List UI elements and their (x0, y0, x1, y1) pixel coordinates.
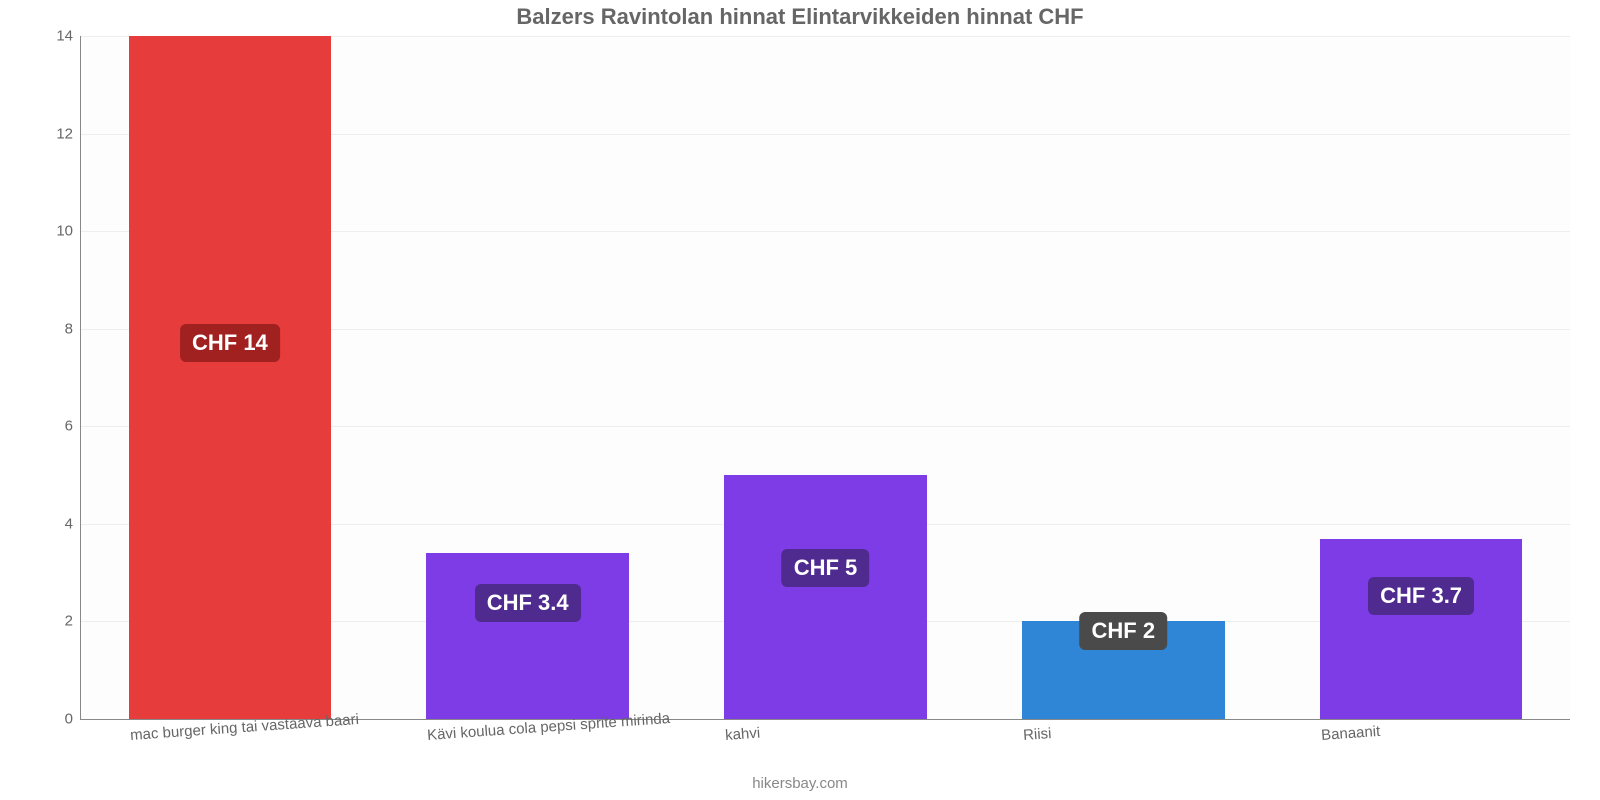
chart-title: Balzers Ravintolan hinnat Elintarvikkeid… (0, 0, 1600, 30)
bar-value-label: CHF 2 (1080, 612, 1168, 650)
bar-value-label: CHF 3.4 (475, 584, 581, 622)
x-tick-label: kahvi (725, 725, 761, 744)
attribution-text: hikersbay.com (0, 775, 1600, 792)
y-tick-label: 6 (41, 418, 73, 435)
bar-value-label: CHF 3.7 (1368, 577, 1474, 615)
bar: CHF 5 (724, 475, 927, 719)
price-bar-chart: Balzers Ravintolan hinnat Elintarvikkeid… (0, 0, 1600, 800)
y-tick-label: 2 (41, 613, 73, 630)
y-tick-label: 0 (41, 711, 73, 728)
y-tick-label: 12 (41, 125, 73, 142)
bar: CHF 2 (1022, 621, 1225, 719)
bar-value-label: CHF 14 (180, 324, 280, 362)
y-tick-label: 4 (41, 515, 73, 532)
x-tick-label: Riisi (1023, 725, 1052, 744)
bar: CHF 14 (129, 36, 332, 719)
y-tick-label: 8 (41, 320, 73, 337)
y-tick-label: 10 (41, 223, 73, 240)
bar-value-label: CHF 5 (782, 549, 870, 587)
bar: CHF 3.4 (426, 553, 629, 719)
bar: CHF 3.7 (1320, 539, 1523, 720)
plot-area: 02468101214CHF 14mac burger king tai vas… (80, 36, 1570, 720)
x-tick-label: Banaanit (1320, 723, 1380, 744)
y-tick-label: 14 (41, 28, 73, 45)
